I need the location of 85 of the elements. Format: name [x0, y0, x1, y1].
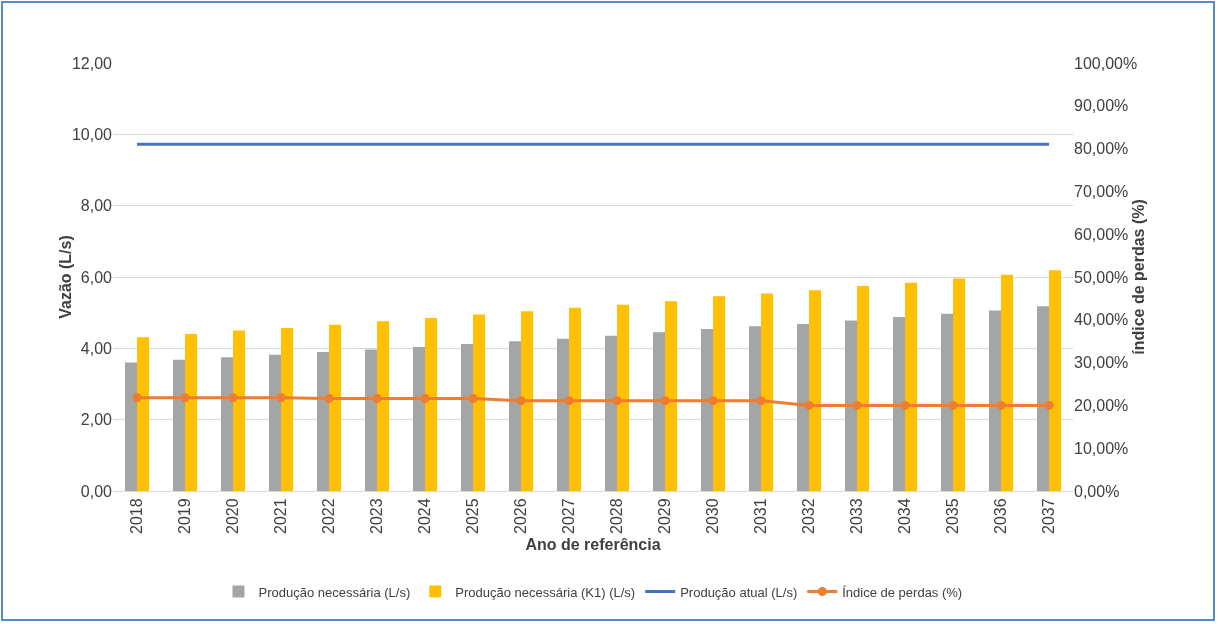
- x-tick-label: 2022: [320, 498, 338, 534]
- bar: [905, 282, 917, 491]
- x-tick-label: 2018: [128, 498, 146, 534]
- bar: [809, 290, 821, 491]
- x-tick-label: 2032: [800, 498, 818, 534]
- bar: [521, 311, 533, 491]
- y2-tick-label: 70,00%: [1074, 183, 1129, 200]
- y2-tick-label: 30,00%: [1074, 354, 1129, 372]
- bar: [605, 335, 617, 491]
- y2-tick-label: 90,00%: [1074, 97, 1129, 115]
- y-tick-label: 2,00: [80, 411, 113, 429]
- bar: [941, 313, 953, 491]
- bar: [797, 324, 809, 491]
- x-tick-label: 2033: [848, 498, 866, 534]
- bar: [665, 301, 677, 491]
- bar: [1001, 274, 1013, 491]
- y2-tick-label: 10,00%: [1074, 439, 1129, 457]
- y2-tick-label: 100,00%: [1074, 54, 1138, 72]
- bar: [1037, 306, 1049, 491]
- y-tick-label: 8,00: [80, 197, 113, 215]
- x-tick-label: 2025: [464, 498, 482, 534]
- y2-tick-label: 0,00%: [1074, 482, 1120, 500]
- x-axis-title: Ano de referência: [525, 535, 661, 553]
- y-tick-label: 10,00: [71, 125, 113, 143]
- bar: [1049, 270, 1061, 491]
- x-tick-label: 2019: [176, 498, 194, 534]
- y2-axis-title: índice de perdas (%): [1130, 199, 1148, 355]
- bar: [989, 310, 1001, 491]
- bar: [233, 330, 245, 491]
- x-tick-label: 2024: [416, 498, 434, 534]
- bar: [653, 332, 665, 491]
- y2-tick-label: 80,00%: [1074, 140, 1129, 158]
- bar: [329, 324, 341, 491]
- x-tick-label: 2028: [608, 498, 626, 534]
- bar: [269, 354, 281, 491]
- bar: [701, 329, 713, 491]
- bar: [509, 341, 521, 491]
- y-tick-label: 0,00: [80, 482, 113, 500]
- x-tick-label: 2035: [944, 498, 962, 534]
- bar: [617, 304, 629, 491]
- x-tick-label: 2020: [224, 498, 242, 534]
- bar: [857, 285, 869, 491]
- bar: [317, 351, 329, 491]
- x-tick-label: 2026: [512, 498, 530, 534]
- x-tick-label: 2021: [272, 498, 290, 534]
- x-tick-label: 2030: [704, 498, 722, 534]
- x-tick-label: 2034: [896, 498, 914, 534]
- y2-tick-label: 50,00%: [1074, 268, 1129, 286]
- bar: [473, 314, 485, 491]
- bar: [557, 338, 569, 491]
- bar: [425, 318, 437, 491]
- bar: [761, 293, 773, 491]
- x-tick-label: 2037: [1040, 498, 1058, 534]
- x-tick-label: 2031: [752, 498, 770, 534]
- y-tick-label: 4,00: [80, 339, 113, 357]
- x-tick-label: 2027: [560, 498, 578, 534]
- bar: [953, 278, 965, 491]
- y-axis-title: Vazão (L/s): [57, 235, 74, 319]
- bar: [365, 349, 377, 491]
- bar: [845, 320, 857, 491]
- y2-tick-label: 20,00%: [1074, 397, 1129, 414]
- bar: [749, 326, 761, 491]
- legend-label: Índice de perdas (%): [842, 584, 963, 600]
- bar: [173, 359, 185, 491]
- legend-label: Produção atual (L/s): [680, 584, 798, 600]
- y2-tick-label: 40,00%: [1074, 311, 1129, 329]
- bar: [377, 321, 389, 491]
- bar: [569, 307, 581, 491]
- x-tick-label: 2023: [368, 498, 386, 534]
- bar: [461, 344, 473, 491]
- bar: [713, 296, 725, 491]
- x-tick-label: 2036: [992, 498, 1010, 534]
- x-tick-label: 2029: [656, 498, 674, 534]
- bar: [893, 316, 905, 491]
- y-tick-label: 6,00: [80, 268, 113, 286]
- bar: [137, 337, 149, 491]
- bar: [221, 357, 233, 491]
- bar: [413, 346, 425, 491]
- y2-tick-label: 60,00%: [1074, 225, 1129, 243]
- legend-label: Produção necessária (K1) (L/s): [455, 584, 636, 600]
- y-tick-label: 12,00: [71, 54, 113, 72]
- bar: [125, 362, 137, 491]
- bar: [281, 328, 293, 491]
- legend-label: Produção necessária (L/s): [258, 584, 411, 600]
- bar: [185, 334, 197, 491]
